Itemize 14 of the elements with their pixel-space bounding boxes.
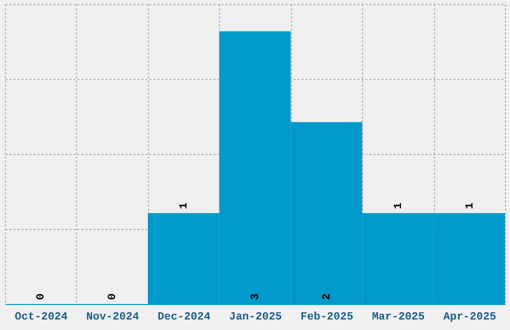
x-tick-label: Dec-2024 [158,312,211,324]
x-tick-label: Jan-2025 [229,312,282,324]
x-tick-label: Nov-2024 [86,312,140,324]
data-label: 3 [250,293,262,300]
data-label: 0 [107,293,120,300]
data-label: 1 [178,202,191,210]
x-tick-label: Mar-2025 [372,312,426,324]
data-label: 2 [321,293,334,300]
x-tick-label: Oct-2024 [14,312,68,324]
data-label: 0 [36,293,48,300]
x-tick-label: Feb-2025 [300,312,354,324]
data-label: 1 [464,202,476,210]
x-tick-label: Apr-2025 [443,312,497,324]
data-label: 1 [392,202,405,210]
